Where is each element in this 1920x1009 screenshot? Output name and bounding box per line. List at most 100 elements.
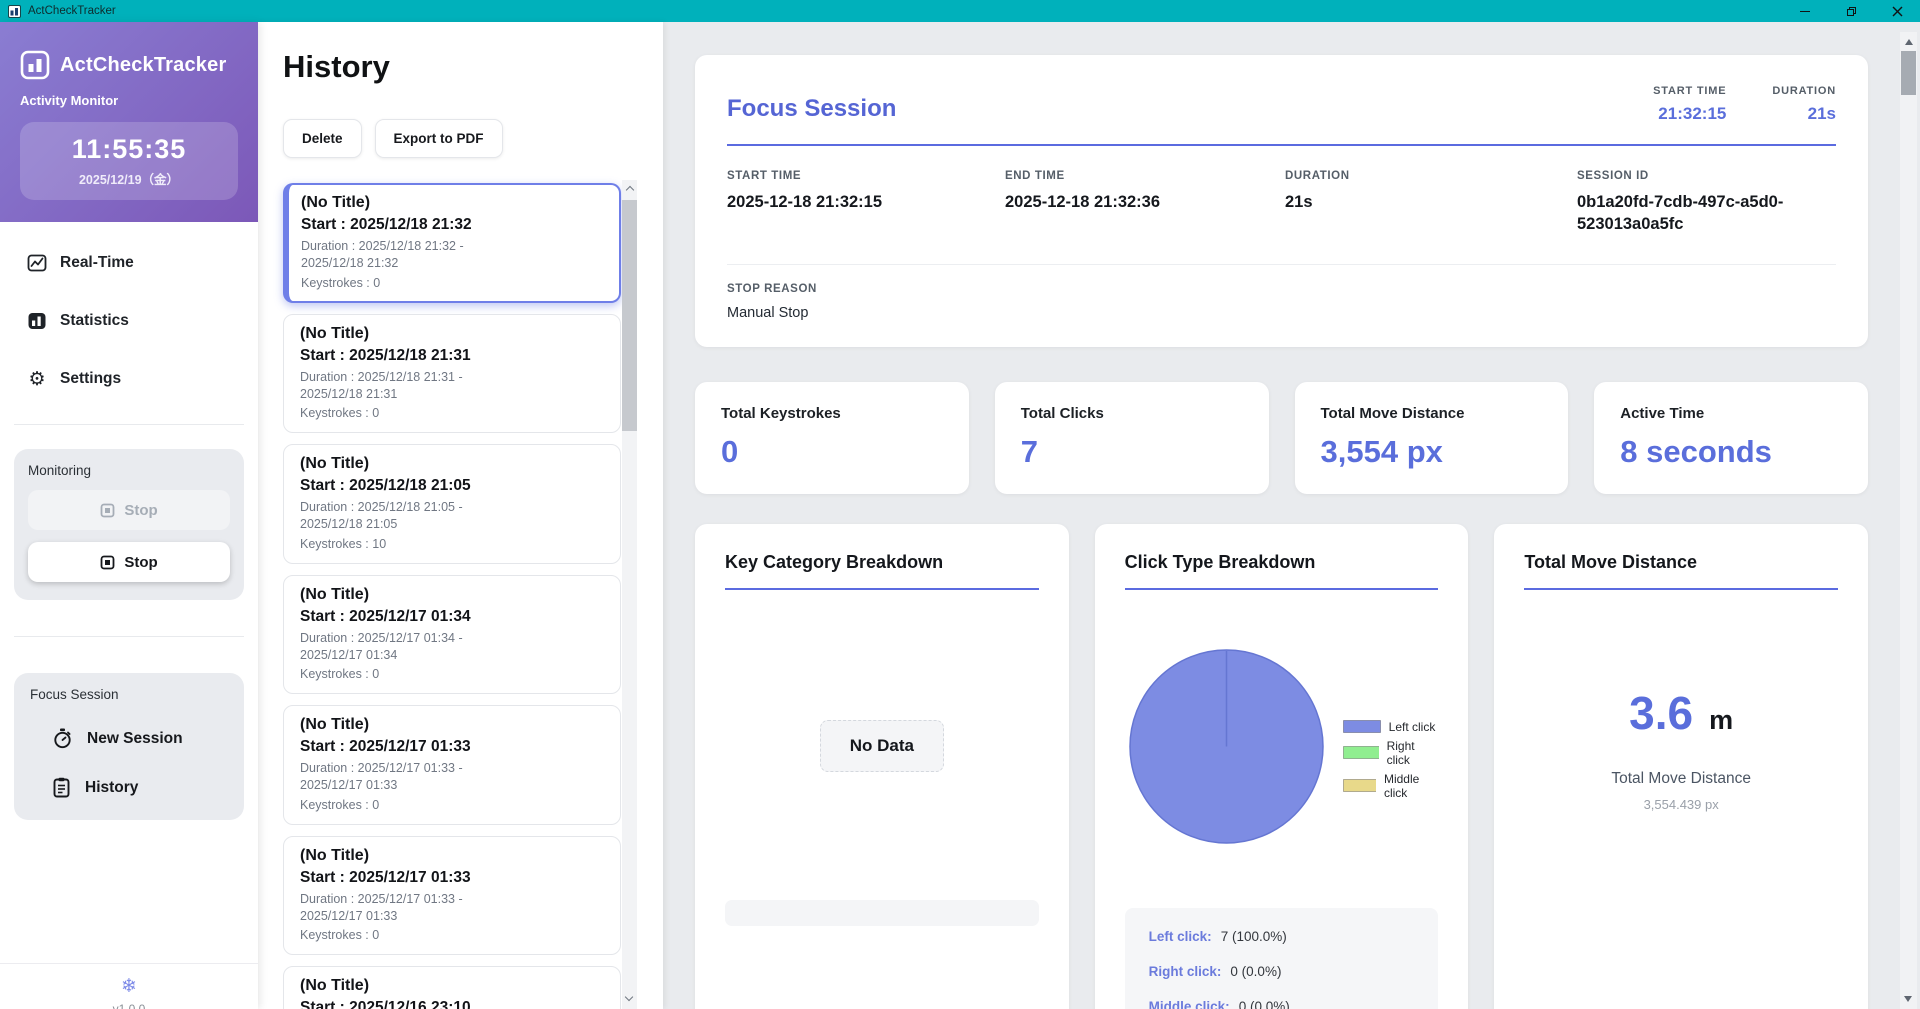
- field-stop-reason: STOP REASON Manual Stop: [727, 283, 1836, 321]
- move-distance-unit: m: [1709, 704, 1734, 735]
- session-list-item[interactable]: (No Title) Start : 2025/12/16 23:10 Dura…: [283, 966, 621, 1009]
- sidebar-item-new-session[interactable]: New Session: [53, 728, 228, 749]
- stop-icon: [100, 503, 115, 517]
- sidebar-item-realtime[interactable]: Real-Time: [27, 250, 258, 276]
- stat-label: Total Clicks: [1020, 404, 1104, 422]
- history-label: History: [85, 778, 139, 796]
- legend-swatch: [1342, 746, 1379, 760]
- field-start-time: START TIME 2025-12-18 21:32:15: [727, 170, 1005, 236]
- delete-button[interactable]: Delete: [283, 119, 362, 158]
- session-list-item[interactable]: (No Title) Start : 2025/12/17 01:33 Dura…: [283, 705, 621, 825]
- session-keystrokes: Keystrokes : 10: [300, 536, 387, 551]
- session-title: (No Title): [300, 455, 370, 472]
- session-start: Start : 2025/12/18 21:05: [300, 477, 471, 494]
- session-title: (No Title): [300, 846, 370, 864]
- sidebar: ActCheckTracker Activity Monitor 11:55:3…: [0, 22, 258, 1009]
- scrollbar-thumb[interactable]: [622, 200, 637, 431]
- window-title: ActCheckTracker: [28, 5, 116, 17]
- stop-icon: [100, 555, 115, 569]
- app-window-icon: [8, 4, 21, 18]
- session-list-item[interactable]: (No Title) Start : 2025/12/17 01:34 Dura…: [283, 574, 621, 694]
- session-duration: Duration : 2025/12/17 01:33 -2025/12/17 …: [300, 891, 463, 923]
- field-value: Manual Stop: [727, 304, 809, 321]
- sidebar-header: ActCheckTracker Activity Monitor 11:55:3…: [0, 22, 258, 222]
- move-distance-label: Total Move Distance: [1611, 769, 1751, 787]
- restore-icon: [1846, 6, 1856, 16]
- session-list-item[interactable]: (No Title) Start : 2025/12/18 21:32 Dura…: [283, 183, 621, 303]
- session-start: Start : 2025/12/16 23:10: [300, 999, 471, 1009]
- field-end-time: END TIME 2025-12-18 21:32:36: [1005, 170, 1285, 236]
- export-pdf-button[interactable]: Export to PDF: [374, 119, 503, 158]
- legend-label: Middle click: [1383, 771, 1420, 800]
- stat-label: Total Keystrokes: [721, 404, 841, 422]
- key-category-title: Key Category Breakdown: [725, 551, 944, 572]
- session-keystrokes: Keystrokes : 0: [300, 667, 380, 681]
- realtime-chart-icon: [27, 254, 47, 272]
- session-list-item[interactable]: (No Title) Start : 2025/12/17 01:33 Dura…: [283, 835, 621, 955]
- stop-button-label: Stop: [124, 501, 158, 519]
- history-panel: History Delete Export to PDF (No Title) …: [258, 22, 663, 1009]
- session-title: (No Title): [300, 585, 370, 603]
- stat-card-active-time: Active Time 8 seconds: [1594, 381, 1868, 494]
- legend-item-left-click: Left click: [1342, 719, 1439, 734]
- stop-button[interactable]: Stop: [28, 542, 230, 582]
- click-stats-box: Left click: 7 (100.0%) Right click: 0 (0…: [1124, 907, 1439, 1009]
- close-button[interactable]: [1874, 0, 1920, 22]
- history-list-scrollbar[interactable]: [622, 180, 637, 1009]
- scroll-down-icon[interactable]: [624, 992, 634, 1002]
- accent-underline: [727, 144, 1836, 146]
- accent-underline: [725, 587, 1039, 590]
- main-scrollbar[interactable]: [1900, 32, 1917, 1009]
- scrollbar-thumb[interactable]: [1901, 51, 1916, 95]
- click-stat-left: Left click: 7 (100.0%): [1149, 929, 1415, 944]
- legend-label: Right click: [1386, 738, 1415, 767]
- field-value: 2025-12-18 21:32:36: [1005, 193, 1161, 211]
- session-keystrokes: Keystrokes : 0: [301, 275, 381, 290]
- no-data-badge: No Data: [819, 719, 944, 772]
- sidebar-item-statistics[interactable]: Statistics: [27, 308, 258, 334]
- divider: [727, 263, 1836, 265]
- corner-duration-label: DURATION: [1772, 85, 1836, 97]
- app-subtitle: Activity Monitor: [20, 93, 119, 108]
- monitoring-card: Monitoring Stop Stop: [14, 449, 244, 600]
- field-label: START TIME: [727, 170, 802, 182]
- stat-value: 0: [721, 433, 739, 469]
- stat-value: 3,554 px: [1320, 433, 1443, 469]
- field-label: SESSION ID: [1577, 170, 1649, 182]
- click-stat-label: Left click:: [1148, 928, 1212, 944]
- legend-item-right-click: Right click: [1342, 738, 1439, 767]
- scroll-up-icon[interactable]: [1904, 39, 1913, 45]
- move-distance-card: Total Move Distance 3.6 m Total Move Dis…: [1494, 523, 1868, 1009]
- field-value: 2025-12-18 21:32:15: [727, 193, 883, 211]
- sidebar-item-history[interactable]: History: [53, 777, 228, 798]
- scroll-up-icon[interactable]: [625, 185, 634, 195]
- main-content: Focus Session START TIME 21:32:15 DURATI…: [663, 22, 1920, 1009]
- pie-legend: Left click Right click Middle click: [1342, 719, 1439, 805]
- click-stat-value: 0 (0.0%): [1238, 998, 1290, 1009]
- export-pdf-button-label: Export to PDF: [393, 131, 484, 146]
- focus-session-title: Focus Session: [30, 687, 119, 702]
- click-stat-right: Right click: 0 (0.0%): [1149, 964, 1415, 979]
- session-start: Start : 2025/12/17 01:34: [300, 607, 471, 625]
- click-stat-value: 0 (0.0%): [1230, 963, 1282, 979]
- stat-label: Active Time: [1620, 404, 1705, 422]
- restore-button[interactable]: [1828, 0, 1874, 22]
- statistics-icon: [28, 313, 46, 329]
- sidebar-nav: Real-Time Statistics ⚙ Settings: [0, 222, 258, 424]
- legend-label: Left click: [1388, 719, 1436, 734]
- session-list-item[interactable]: (No Title) Start : 2025/12/18 21:31 Dura…: [283, 313, 621, 433]
- clock-time: 11:55:35: [71, 134, 187, 164]
- sidebar-item-settings[interactable]: ⚙ Settings: [27, 366, 258, 392]
- session-list-item[interactable]: (No Title) Start : 2025/12/18 21:05 Dura…: [283, 444, 621, 564]
- monitoring-title: Monitoring: [28, 463, 92, 478]
- stat-value: 8 seconds: [1620, 433, 1772, 469]
- stat-label: Total Move Distance: [1320, 404, 1465, 422]
- scroll-down-icon[interactable]: [1904, 996, 1912, 1002]
- app-name: ActCheckTracker: [60, 53, 227, 76]
- session-keystrokes: Keystrokes : 0: [300, 406, 380, 420]
- key-category-card: Key Category Breakdown No Data: [695, 523, 1069, 1009]
- click-stat-middle: Middle click: 0 (0.0%): [1149, 999, 1415, 1009]
- stop-button-disabled: Stop: [28, 490, 230, 530]
- session-duration: Duration : 2025/12/18 21:32 -2025/12/18 …: [301, 239, 464, 271]
- minimize-button[interactable]: [1782, 0, 1828, 22]
